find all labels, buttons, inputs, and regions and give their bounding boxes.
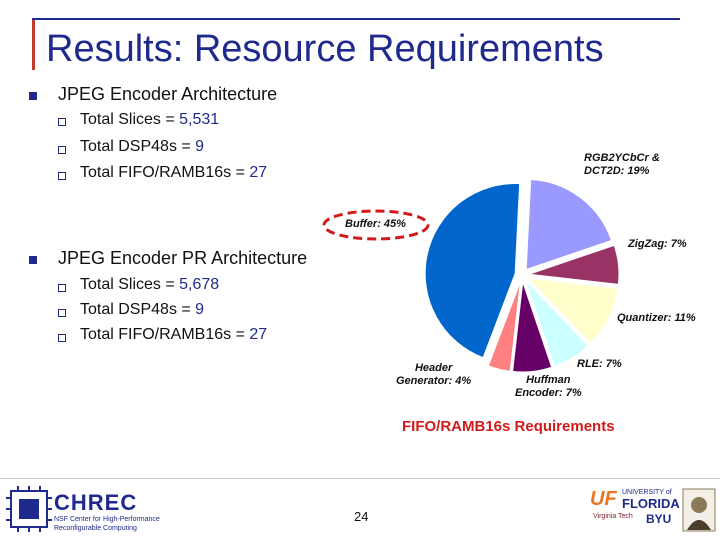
slice-label-huffman: Huffman Encoder: 7% xyxy=(515,374,582,399)
stat-slices-1: Total Slices = 5,531 xyxy=(80,111,219,129)
pie-slice-quantizer xyxy=(526,277,619,344)
vt-logo-text: Virginia Tech xyxy=(593,513,633,520)
section-heading-2: JPEG Encoder PR Architecture xyxy=(58,248,308,268)
slice-label-rle: RLE: 7% xyxy=(577,358,622,370)
sub-bullet-icon xyxy=(58,309,66,317)
buffer-highlight-ellipse xyxy=(322,209,430,241)
sub-bullet-icon xyxy=(58,118,66,126)
footer-divider xyxy=(0,478,720,479)
stat-label: Total DSP48s = xyxy=(80,138,196,155)
chrec-subtitle: NSF Center for High-Performance Reconfigu… xyxy=(54,515,160,533)
seal-portrait-icon xyxy=(682,488,716,532)
slice-label-zigzag: ZigZag: 7% xyxy=(628,238,687,250)
stat-value: 5,531 xyxy=(179,111,220,128)
sub-bullet-icon xyxy=(58,334,66,342)
pie-slice-rle xyxy=(525,280,589,367)
stat-slices-2: Total Slices = 5,678 xyxy=(80,276,219,294)
slice-label-rgb2ycbcr: RGB2YCbCr & DCT2D: 19% xyxy=(584,152,660,177)
title-rule xyxy=(32,18,680,20)
slice-label-buffer: Buffer: 45% xyxy=(345,218,406,230)
sub-bullet-icon xyxy=(58,172,66,180)
stat-label: Total FIFO/RAMB16s = xyxy=(80,164,250,181)
chrec-sub-line-1: NSF Center for High-Performance xyxy=(54,516,160,523)
chrec-sub-line-2: Reconfigurable Computing xyxy=(54,525,137,532)
stat-value: 9 xyxy=(195,138,205,155)
bullet-icon xyxy=(29,256,37,264)
pie-slice-buffer xyxy=(424,183,521,359)
slice-label-quantizer: Quantizer: 11% xyxy=(617,312,696,324)
page-number: 24 xyxy=(354,509,369,524)
stat-fifo-2: Total FIFO/RAMB16s = 27 xyxy=(80,326,267,344)
sub-bullet-icon xyxy=(58,284,66,292)
stat-dsp-2: Total DSP48s = 9 xyxy=(80,301,204,319)
pie-slice-huffman-encoder xyxy=(512,281,553,373)
bullet-icon xyxy=(29,92,37,100)
uf-florida-text: FLORIDA xyxy=(622,496,680,511)
stat-label: Total FIFO/RAMB16s = xyxy=(80,326,250,343)
uf-university-text: UNIVERSITY of xyxy=(622,489,672,496)
stat-label: Total DSP48s = xyxy=(80,301,196,318)
stat-value: 9 xyxy=(195,301,205,318)
uf-logo-text: UF xyxy=(590,488,617,510)
sub-bullet-icon xyxy=(58,146,66,154)
slice-label-header: Header Generator: 4% xyxy=(396,362,472,387)
section-heading-1: JPEG Encoder Architecture xyxy=(58,84,278,104)
chrec-chip-logo-icon xyxy=(6,486,52,532)
pie-slice-rgb2ycbcr-dct2d xyxy=(525,179,613,271)
chart-caption: FIFO/RAMB16s Requirements xyxy=(402,418,615,435)
stat-value: 27 xyxy=(249,164,268,181)
stat-value: 5,678 xyxy=(179,276,220,293)
stat-fifo-1: Total FIFO/RAMB16s = 27 xyxy=(80,164,267,182)
title-accent-bar xyxy=(32,20,35,70)
stat-dsp-1: Total DSP48s = 9 xyxy=(80,138,204,156)
stat-value: 27 xyxy=(249,326,268,343)
chrec-logo-text: CHREC xyxy=(54,490,138,515)
page-title: Results: Resource Requirements xyxy=(46,28,604,70)
byu-logo-text: BYU xyxy=(646,512,672,526)
stat-label: Total Slices = xyxy=(80,111,180,128)
stat-label: Total Slices = xyxy=(80,276,180,293)
pie-slice-zigzag xyxy=(528,244,620,285)
pie-slice-header-generator xyxy=(487,281,521,372)
